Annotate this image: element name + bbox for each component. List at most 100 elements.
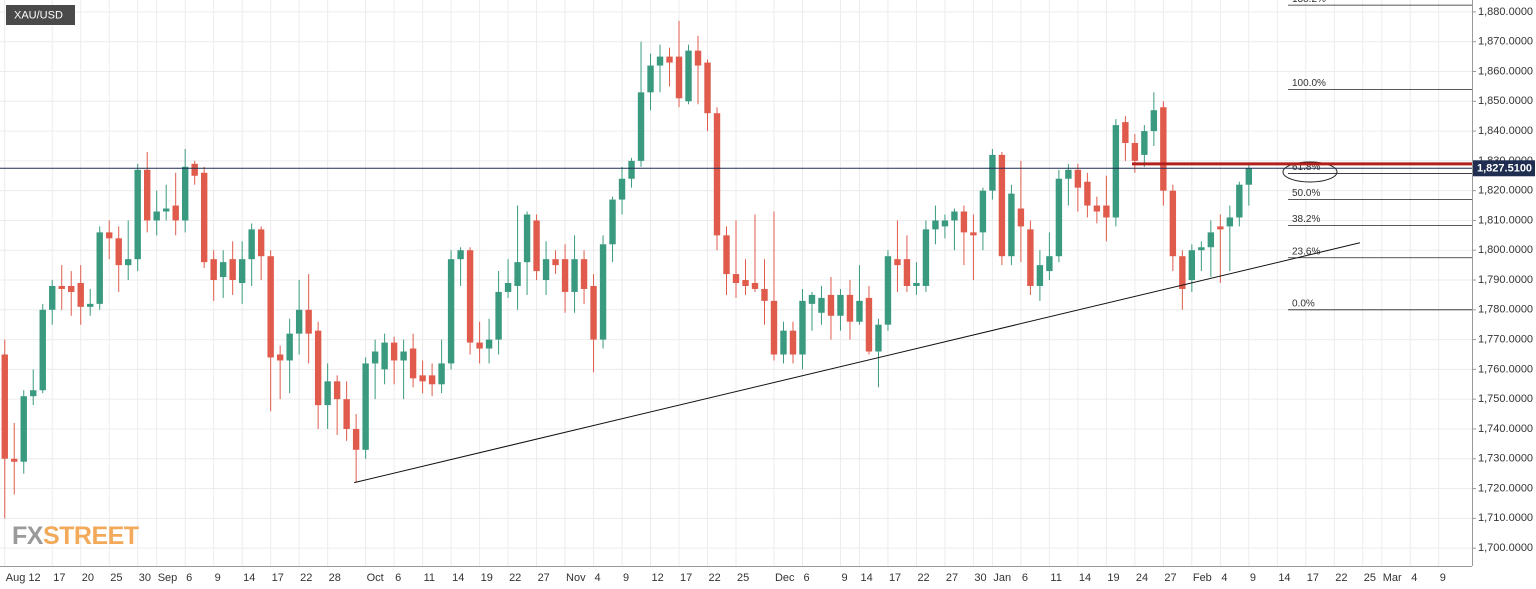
candle-body (172, 205, 179, 221)
candle-body (68, 285, 75, 292)
candle-body (466, 250, 474, 343)
candle-body (295, 309, 303, 334)
candle-body (106, 232, 113, 239)
x-tick-label: Jan (993, 572, 1011, 584)
candle-body (723, 235, 730, 275)
x-tick-label: 27 (538, 572, 550, 584)
x-tick-label: 9 (1250, 572, 1256, 584)
x-tick-label: 30 (139, 572, 151, 584)
x-tick-label: 12 (652, 572, 664, 584)
candle-body (1017, 208, 1025, 227)
candle-body (352, 428, 360, 450)
candle-body (609, 199, 616, 245)
candle-body (941, 220, 949, 227)
candle-body (789, 330, 797, 355)
watermark-street: STREET (43, 522, 139, 550)
x-tick-label: 17 (680, 572, 692, 584)
y-tick-label: 1,870.0000 (1478, 36, 1533, 48)
candle-body (1207, 232, 1215, 248)
candle-body (1027, 229, 1034, 286)
candle-body (1217, 226, 1224, 230)
highlight-ellipse (1282, 161, 1338, 183)
x-tick-label: 14 (860, 572, 872, 584)
y-tick-label: 1,880.0000 (1478, 6, 1533, 18)
candle-body (770, 300, 778, 355)
x-tick-label: 6 (803, 572, 809, 584)
x-tick-label: 4 (1221, 572, 1227, 584)
candle-body (39, 309, 46, 391)
candle-body (1065, 169, 1072, 179)
x-tick-label: 17 (889, 572, 901, 584)
candle-body (229, 259, 236, 281)
candle-body (1046, 256, 1053, 272)
fib-label: 61.8% (1292, 162, 1320, 173)
x-tick-label: 4 (595, 572, 601, 584)
candle-body (476, 342, 483, 349)
x-tick-label: Oct (367, 572, 384, 584)
candle-body (561, 259, 569, 292)
candle-body (238, 259, 246, 283)
candle-body (628, 160, 635, 179)
candle-body (276, 354, 284, 361)
candle-body (286, 333, 293, 361)
y-tick-label: 1,810.0000 (1478, 214, 1533, 226)
candle-body (504, 283, 512, 292)
y-tick-label: 1,790.0000 (1478, 274, 1533, 286)
x-tick-label: 9 (841, 572, 847, 584)
candle-body (818, 297, 825, 313)
x-tick-label: 25 (737, 572, 749, 584)
candle-body (875, 324, 882, 352)
fib-label: 0.0% (1292, 298, 1315, 309)
candle-body (210, 259, 217, 281)
fib-label: 100.0% (1292, 78, 1326, 89)
candle-body (11, 458, 18, 462)
candle-body (827, 294, 835, 316)
candle-body (979, 190, 987, 233)
fib-label: 50.0% (1292, 188, 1320, 199)
candle-body (846, 294, 854, 322)
x-tick-label: 27 (946, 572, 958, 584)
candle-body (191, 163, 198, 176)
x-tick-label: Feb (1193, 572, 1212, 584)
marks-layer (1, 20, 1253, 519)
x-tick-label: 9 (1440, 572, 1446, 584)
y-tick-label: 1,820.0000 (1478, 185, 1533, 197)
candle-body (542, 259, 550, 281)
x-tick-label: 17 (272, 572, 284, 584)
candle-body (960, 211, 968, 233)
candle-body (343, 399, 350, 429)
candle-body (419, 375, 426, 382)
candle-body (571, 259, 578, 292)
fib-label: 23.6% (1292, 246, 1320, 257)
x-tick-label: 11 (1050, 572, 1061, 584)
candle-body (125, 259, 132, 266)
symbol-title: XAU/USD (14, 9, 63, 21)
x-tick-label: 6 (1022, 572, 1028, 584)
watermark-fx: FX (12, 522, 44, 550)
x-tick-label: 14 (1278, 572, 1290, 584)
x-tick-label: Nov (566, 572, 586, 584)
x-tick-label: 22 (709, 572, 721, 584)
candle-body (894, 259, 901, 266)
candle-body (922, 229, 930, 286)
candle-body (1084, 181, 1091, 206)
x-tick-label: 27 (1164, 572, 1176, 584)
candle-body (162, 208, 170, 212)
candle-body (808, 294, 816, 304)
candle-body (970, 232, 977, 236)
candle-body (913, 283, 920, 286)
candle-body (1131, 142, 1139, 161)
candle-body (257, 229, 265, 257)
candle-body (666, 56, 673, 63)
candle-body (694, 50, 702, 66)
candle-body (1, 354, 8, 459)
candle-body (115, 238, 122, 266)
candle-body (751, 283, 759, 289)
x-tick-label: 30 (974, 572, 986, 584)
x-tick-label: 20 (82, 572, 94, 584)
candle-body (324, 381, 331, 406)
candle-body (656, 56, 664, 66)
candle-body (799, 300, 806, 355)
x-tick-label: 14 (243, 572, 255, 584)
